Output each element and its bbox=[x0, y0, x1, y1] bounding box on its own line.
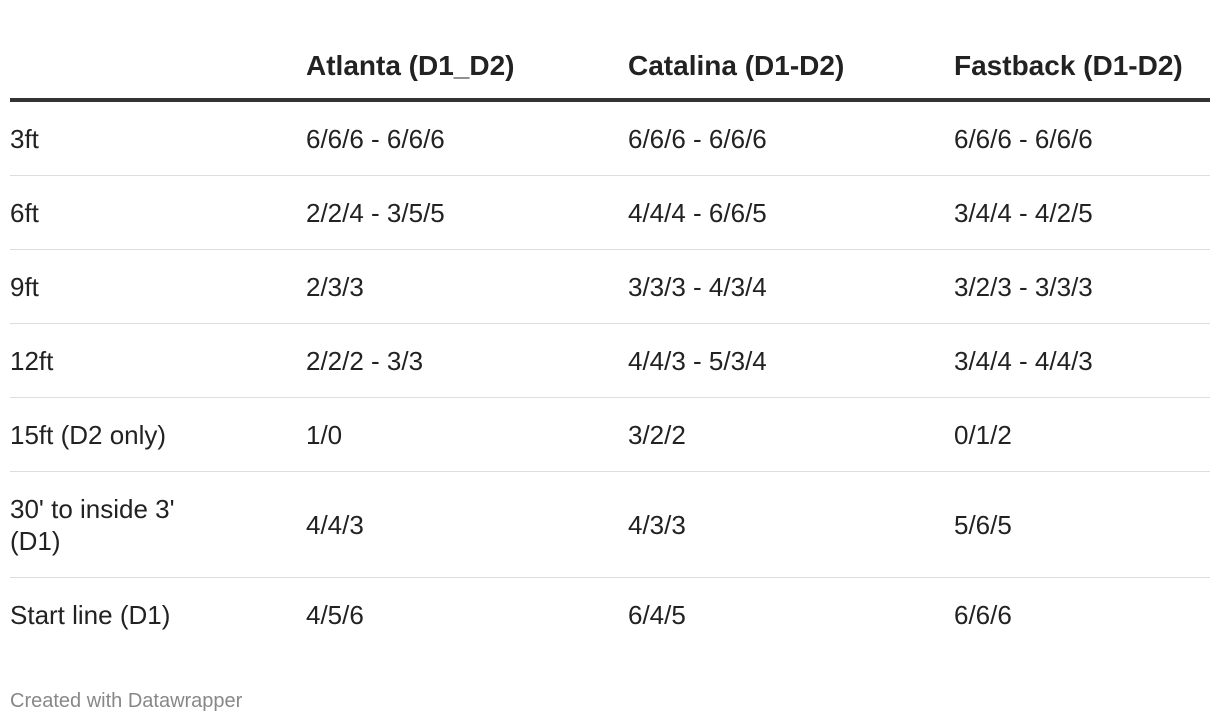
header-cell-catalina: Catalina (D1-D2) bbox=[628, 30, 954, 102]
table-cell: 2/2/4 - 3/5/5 bbox=[306, 175, 628, 250]
table-body: 3ft 6/6/6 - 6/6/6 6/6/6 - 6/6/6 6/6/6 - … bbox=[10, 100, 1210, 651]
table-cell: 3/4/4 - 4/2/5 bbox=[954, 175, 1210, 250]
table-row: Start line (D1) 4/5/6 6/4/5 6/6/6 bbox=[10, 578, 1210, 652]
datawrapper-credit[interactable]: Created with Datawrapper bbox=[10, 690, 243, 712]
row-label: 30' to inside 3' (D1) bbox=[10, 471, 306, 578]
table-cell: 4/4/3 bbox=[306, 471, 628, 578]
row-label: 3ft bbox=[10, 100, 306, 176]
table-cell: 6/4/5 bbox=[628, 599, 686, 630]
table-header: Atlanta (D1_D2) Catalina (D1-D2) Fastbac… bbox=[10, 30, 1210, 102]
header-cell-atlanta: Atlanta (D1_D2) bbox=[306, 30, 628, 102]
row-label: 9ft bbox=[10, 249, 306, 324]
table-row: 6ft 2/2/4 - 3/5/5 4/4/4 - 6/6/5 3/4/4 - … bbox=[10, 175, 1210, 250]
table-cell: 3/2/2 bbox=[628, 397, 954, 472]
header-row: Atlanta (D1_D2) Catalina (D1-D2) Fastbac… bbox=[10, 30, 1210, 102]
row-label: 12ft bbox=[10, 323, 306, 398]
data-table-container: Atlanta (D1_D2) Catalina (D1-D2) Fastbac… bbox=[10, 30, 1210, 651]
table-row: 9ft 2/3/3 3/3/3 - 4/3/4 3/2/3 - 3/3/3 bbox=[10, 249, 1210, 324]
table-cell: 6/6/6 bbox=[954, 599, 1012, 630]
table-cell: 6/6/6 - 6/6/6 bbox=[628, 100, 954, 176]
table-cell: 4/3/3 bbox=[628, 471, 954, 578]
data-table: Atlanta (D1_D2) Catalina (D1-D2) Fastbac… bbox=[10, 30, 1210, 651]
table-cell: 3/3/3 - 4/3/4 bbox=[628, 249, 954, 324]
header-cell-fastback: Fastback (D1-D2) bbox=[954, 30, 1210, 102]
table-cell: 3/4/4 - 4/4/3 bbox=[954, 323, 1210, 398]
table-row: 12ft 2/2/2 - 3/3 4/4/3 - 5/3/4 3/4/4 - 4… bbox=[10, 323, 1210, 398]
table-cell: 5/6/5 bbox=[954, 471, 1210, 578]
table-cell: 0/1/2 bbox=[954, 397, 1210, 472]
table-cell: 2/3/3 bbox=[306, 249, 628, 324]
row-label: Start line (D1) bbox=[10, 599, 171, 630]
table-cell: 3/2/3 - 3/3/3 bbox=[954, 249, 1210, 324]
table-row: 3ft 6/6/6 - 6/6/6 6/6/6 - 6/6/6 6/6/6 - … bbox=[10, 100, 1210, 176]
row-label: 15ft (D2 only) bbox=[10, 397, 306, 472]
table-cell: 1/0 bbox=[306, 397, 628, 472]
table-row: 30' to inside 3' (D1) 4/4/3 4/3/3 5/6/5 bbox=[10, 471, 1210, 578]
header-cell-row-labels bbox=[10, 30, 306, 102]
table-cell: 4/5/6 bbox=[306, 599, 364, 630]
table-cell: 4/4/3 - 5/3/4 bbox=[628, 323, 954, 398]
table-cell: 6/6/6 - 6/6/6 bbox=[954, 100, 1210, 176]
table-cell: 2/2/2 - 3/3 bbox=[306, 323, 628, 398]
table-cell: 6/6/6 - 6/6/6 bbox=[306, 100, 628, 176]
table-row: 15ft (D2 only) 1/0 3/2/2 0/1/2 bbox=[10, 397, 1210, 472]
row-label: 6ft bbox=[10, 175, 306, 250]
table-cell: 4/4/4 - 6/6/5 bbox=[628, 175, 954, 250]
